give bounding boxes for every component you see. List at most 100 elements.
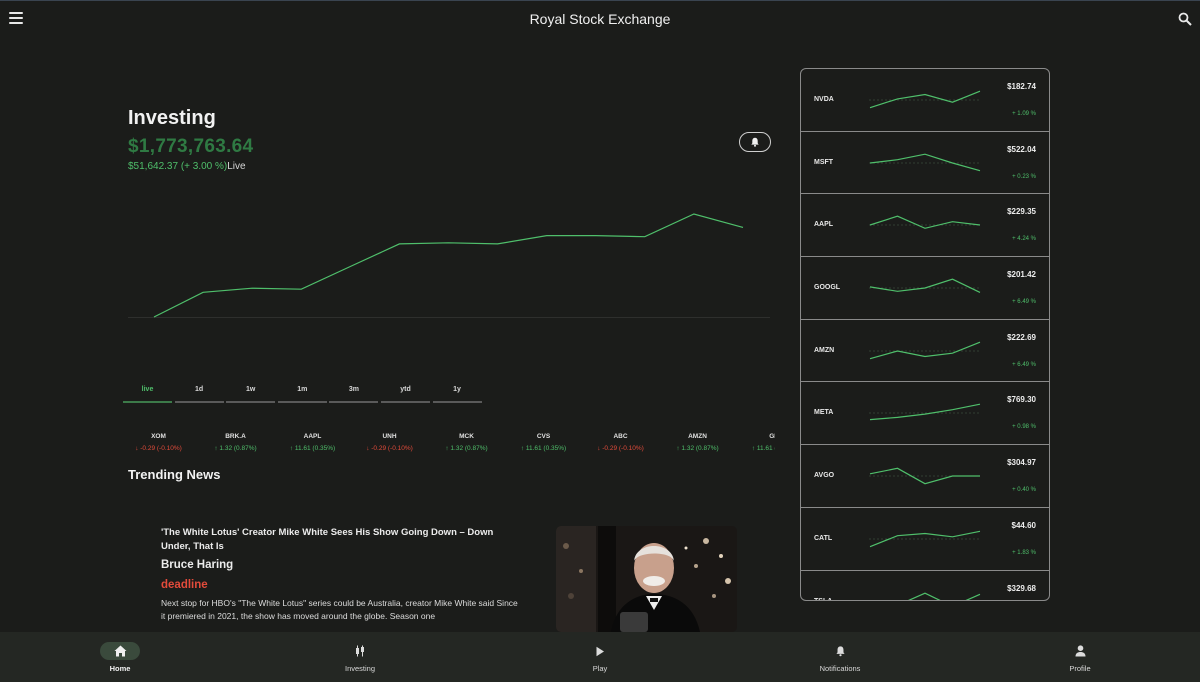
sparkline-chart — [869, 278, 981, 294]
top-app-bar: Royal Stock Exchange — [0, 0, 1200, 36]
app-title: Royal Stock Exchange — [529, 11, 671, 27]
ticker-change-value: -0.29 (-0.10%) — [371, 445, 413, 452]
watchlist-row[interactable]: AMZN $222.69 + 6.49 % — [801, 320, 1049, 383]
ticker-symbol: MCK — [459, 433, 474, 440]
watchlist-symbol: NVDA — [814, 96, 834, 103]
arrow-up-icon: ↑ — [751, 445, 757, 452]
watchlist-row[interactable]: NVDA $182.74 + 1.09 % — [801, 69, 1049, 132]
range-tabs: live 1d 1w 1m 3m ytd 1y — [123, 386, 484, 403]
range-tab-1w[interactable]: 1w — [226, 386, 276, 403]
watchlist-price: $222.69 — [1007, 332, 1036, 342]
watchlist-price: $304.97 — [1007, 458, 1036, 468]
sparkline-line — [869, 530, 981, 548]
nav-label: Notifications — [819, 664, 861, 673]
nav-play[interactable]: Play — [480, 632, 720, 682]
ticker-change-value: 1.32 (0.87%) — [450, 445, 488, 452]
candlestick-icon — [340, 642, 380, 660]
nav-notifications[interactable]: Notifications — [720, 632, 960, 682]
watchlist-row[interactable]: MSFT $522.04 + 0.23 % — [801, 132, 1049, 195]
news-thumbnail[interactable] — [556, 526, 737, 632]
news-article[interactable]: 'The White Lotus' Creator Mike White See… — [161, 526, 521, 623]
watchlist-row[interactable]: TSLA $329.68 — [801, 571, 1049, 600]
watchlist-row[interactable]: AAPL $229.35 + 4.24 % — [801, 194, 1049, 258]
range-tab-live[interactable]: live — [123, 386, 172, 403]
range-tab-3m[interactable]: 3m — [329, 386, 379, 403]
arrow-up-icon: ↑ — [289, 445, 295, 452]
ticker-item[interactable]: ABC ↓ -0.29 (-0.10%) — [582, 433, 659, 452]
arrow-up-icon: ↑ — [445, 445, 451, 452]
ticker-item[interactable]: GM ↑ 11.61 (0.35%) — [736, 433, 775, 452]
person-icon — [1060, 642, 1100, 660]
ticker-item[interactable]: BRK.A ↑ 1.32 (0.87%) — [197, 433, 274, 452]
nav-home[interactable]: Home — [0, 632, 240, 682]
bell-icon — [751, 137, 759, 147]
watchlist-price: $201.42 — [1007, 270, 1036, 280]
arrow-down-icon: ↓ — [366, 445, 372, 452]
watchlist-symbol: META — [814, 409, 834, 417]
watchlist-price: $182.74 — [1007, 82, 1036, 91]
ticker-item[interactable]: UNH ↓ -0.29 (-0.10%) — [351, 433, 428, 452]
portfolio-total: $1,773,763.64 — [128, 136, 254, 157]
watchlist-row[interactable]: AVGO $304.97 + 0.40 % — [801, 445, 1049, 508]
watchlist-panel[interactable]: NVDA $182.74 + 1.09 % MSFT $522.04 + 0.23 % AA… — [800, 68, 1050, 601]
price-alert-button[interactable] — [739, 132, 771, 152]
sparkline-line — [906, 592, 981, 600]
watchlist-change: + 6.49 % — [1012, 361, 1036, 368]
watchlist-symbol: AAPL — [814, 221, 834, 229]
ticker-item[interactable]: AMZN ↑ 1.32 (0.87%) — [659, 433, 736, 452]
ticker-item[interactable]: MCK ↑ 1.32 (0.87%) — [428, 433, 505, 452]
watchlist-price: $522.04 — [1007, 144, 1036, 154]
nav-investing[interactable]: Investing — [240, 632, 480, 682]
range-tab-1m[interactable]: 1m — [277, 386, 327, 403]
ticker-item[interactable]: CVS ↑ 11.61 (0.35%) — [505, 433, 582, 452]
menu-icon[interactable] — [9, 12, 23, 24]
arrow-up-icon: ↑ — [676, 445, 682, 452]
ticker-symbol: XOM — [151, 433, 166, 440]
watchlist-symbol: CATL — [814, 534, 833, 542]
search-icon[interactable] — [1178, 12, 1192, 26]
home-icon — [100, 642, 140, 660]
range-tab-1y[interactable]: 1y — [432, 386, 482, 403]
sparkline-chart — [906, 592, 981, 600]
trending-news-heading: Trending News — [128, 467, 221, 482]
watchlist-symbol: AVGO — [814, 472, 835, 480]
bell-icon — [820, 642, 860, 660]
watchlist-change: + 0.23 % — [1012, 173, 1036, 180]
sparkline-chart — [869, 530, 981, 548]
ticker-change-value: -0.29 (-0.10%) — [602, 445, 644, 452]
portfolio-change: $51,642.37 (+ 3.00 %)Live — [128, 161, 253, 172]
news-summary: Next stop for HBO's "The White Lotus" se… — [161, 598, 518, 621]
sparkline-line — [869, 278, 981, 294]
watchlist-change: + 0.98 % — [1012, 424, 1036, 431]
watchlist-change: + 0.40 % — [1012, 487, 1036, 494]
sparkline-line — [869, 153, 981, 171]
ticker-change: ↑ 11.61 (0.35%) — [274, 445, 351, 452]
nav-profile[interactable]: Profile — [960, 632, 1200, 682]
ticker-change-value: 11.61 (0.35%) — [294, 445, 336, 452]
nav-label: Play — [592, 664, 608, 673]
nav-label: Investing — [344, 664, 376, 673]
watchlist-row[interactable]: CATL $44.60 + 1.83 % — [801, 508, 1049, 571]
ticker-symbol: ABC — [613, 433, 628, 440]
ticker-item[interactable]: XOM ↓ -0.29 (-0.10%) — [120, 433, 197, 452]
range-tab-1d[interactable]: 1d — [174, 386, 224, 403]
sparkline-chart — [869, 215, 981, 230]
live-label: Live — [227, 161, 246, 172]
ticker-change: ↑ 11.61 (0.35%) — [505, 445, 582, 452]
arrow-down-icon: ↓ — [135, 445, 141, 452]
ticker-change-value: 11.61 (0.35%) — [525, 445, 567, 452]
watchlist-row[interactable]: META $769.30 + 0.98 % — [801, 382, 1049, 446]
ticker-item[interactable]: AAPL ↑ 11.61 (0.35%) — [274, 433, 351, 452]
watchlist-price: $329.68 — [1007, 583, 1036, 593]
ticker-symbol: BRK.A — [225, 433, 246, 440]
ticker-change-value: 11.61 (0.35%) — [756, 445, 775, 452]
sparkline-line — [869, 467, 980, 485]
ticker-change-value: 1.32 (0.87%) — [219, 445, 257, 452]
arrow-up-icon: ↑ — [214, 445, 220, 452]
news-headline: 'The White Lotus' Creator Mike White See… — [161, 527, 494, 552]
watchlist-symbol: GOOGL — [814, 284, 841, 292]
watchlist-row[interactable]: GOOGL $201.42 + 6.49 % — [801, 257, 1049, 320]
ticker-symbol: CVS — [536, 433, 551, 440]
range-tab-ytd[interactable]: ytd — [380, 386, 430, 403]
watchlist-change: + 1.09 % — [1012, 111, 1036, 117]
